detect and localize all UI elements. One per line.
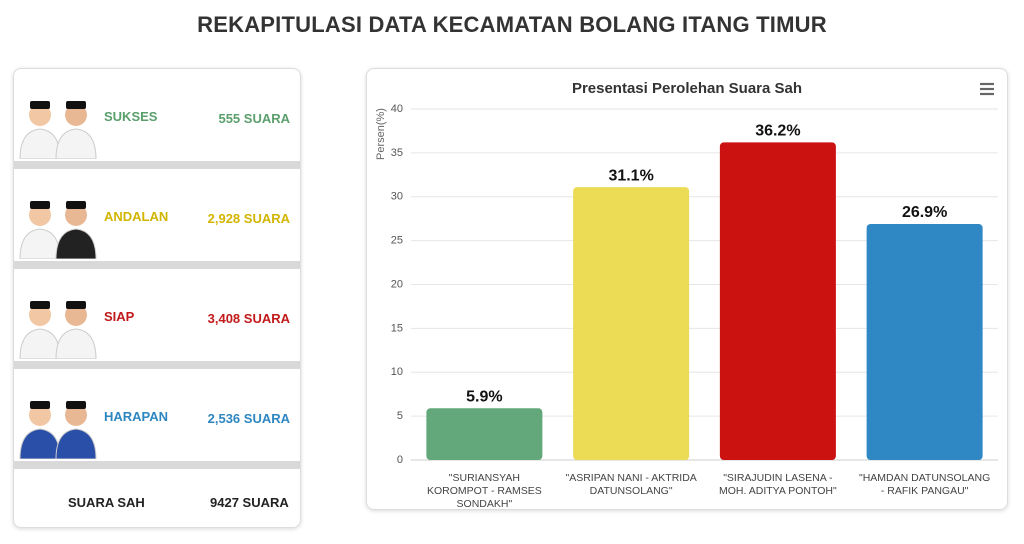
x-tick-label: "SIRAJUDIN LASENA - MOH. ADITYA PONTOH" — [719, 472, 837, 497]
bar — [573, 187, 690, 460]
photo-cap — [66, 301, 86, 309]
candidate-votes: 2,928 SUARA — [207, 211, 290, 226]
photo-head — [65, 404, 87, 426]
photo-body — [55, 128, 97, 159]
photo-head — [65, 304, 87, 326]
candidate-votes: 3,408 SUARA — [207, 311, 290, 326]
y-tick-label: 35 — [391, 147, 403, 159]
candidate-photo — [19, 301, 97, 359]
photo-cap — [30, 401, 50, 409]
photo-head — [29, 204, 51, 226]
bar — [426, 408, 543, 460]
chart-title: Presentasi Perolehan Suara Sah — [572, 80, 802, 97]
chart-card: Presentasi Perolehan Suara Sah Persen(%)… — [366, 68, 1008, 510]
photo-body — [55, 428, 97, 459]
candidate-photo — [19, 101, 97, 159]
photo-body — [19, 428, 61, 459]
photo-body — [19, 228, 61, 259]
photo-head — [29, 404, 51, 426]
separator — [14, 361, 300, 369]
photo-head — [65, 104, 87, 126]
x-tick-label: "SURIANSYAH KOROMPOT - RAMSES SONDAKH" — [427, 472, 542, 510]
candidate-name: SUKSES — [104, 109, 158, 124]
candidate-photo — [19, 401, 97, 459]
data-label: 36.2% — [755, 123, 800, 140]
candidate-photo — [19, 201, 97, 259]
photo-head — [29, 104, 51, 126]
candidate-name: ANDALAN — [104, 209, 169, 224]
total-label: SUARA SAH — [68, 495, 145, 510]
photo-head — [29, 304, 51, 326]
y-tick-label: 0 — [397, 454, 403, 466]
candidate-votes: 555 SUARA — [218, 111, 290, 126]
photo-body — [19, 328, 61, 359]
photo-cap — [30, 301, 50, 309]
separator — [14, 461, 300, 469]
y-tick-label: 15 — [391, 322, 403, 334]
photo-body — [19, 128, 61, 159]
y-tick-label: 30 — [391, 191, 403, 203]
candidate-row: HARAPAN 2,536 SUARA — [14, 373, 300, 461]
x-tick-label: "ASRIPAN NANI - AKTRIDA DATUNSOLANG" — [565, 472, 697, 497]
menu-icon[interactable] — [980, 82, 994, 96]
y-axis-label: Persen(%) — [375, 108, 387, 160]
candidate-name: SIAP — [104, 309, 135, 324]
candidate-votes: 2,536 SUARA — [207, 411, 290, 426]
y-tick-label: 25 — [391, 235, 403, 247]
separator — [14, 161, 300, 169]
photo-body — [55, 328, 97, 359]
y-tick-label: 5 — [397, 410, 403, 422]
photo-cap — [66, 201, 86, 209]
candidate-row: SUKSES 555 SUARA — [14, 73, 300, 161]
total-votes: 9427 SUARA — [210, 495, 289, 510]
page-title: REKAPITULASI DATA KECAMATAN BOLANG ITANG… — [197, 12, 827, 37]
x-tick-label: "HAMDAN DATUNSOLANG - RAFIK PANGAU" — [858, 472, 991, 497]
photo-body — [55, 228, 97, 259]
bar — [866, 223, 983, 460]
candidate-row: ANDALAN 2,928 SUARA — [14, 173, 300, 261]
photo-head — [65, 204, 87, 226]
candidate-name: HARAPAN — [104, 409, 169, 424]
y-tick-label: 40 — [391, 103, 403, 115]
photo-cap — [30, 101, 50, 109]
bar — [719, 142, 836, 460]
data-label: 31.1% — [608, 167, 653, 184]
candidate-card: SUKSES 555 SUARA ANDALAN 2,928 SUARA SIAP 3,4… — [13, 68, 301, 528]
y-tick-label: 20 — [391, 278, 403, 290]
photo-cap — [66, 101, 86, 109]
y-tick-label: 10 — [391, 366, 403, 378]
chart: Presentasi Perolehan Suara Sah Persen(%)… — [375, 80, 998, 466]
total-row: SUARA SAH 9427 SUARA — [14, 489, 300, 519]
data-label: 5.9% — [466, 388, 502, 405]
data-label: 26.9% — [902, 204, 947, 221]
candidate-row: SIAP 3,408 SUARA — [14, 273, 300, 361]
photo-cap — [30, 201, 50, 209]
separator — [14, 261, 300, 269]
photo-cap — [66, 401, 86, 409]
